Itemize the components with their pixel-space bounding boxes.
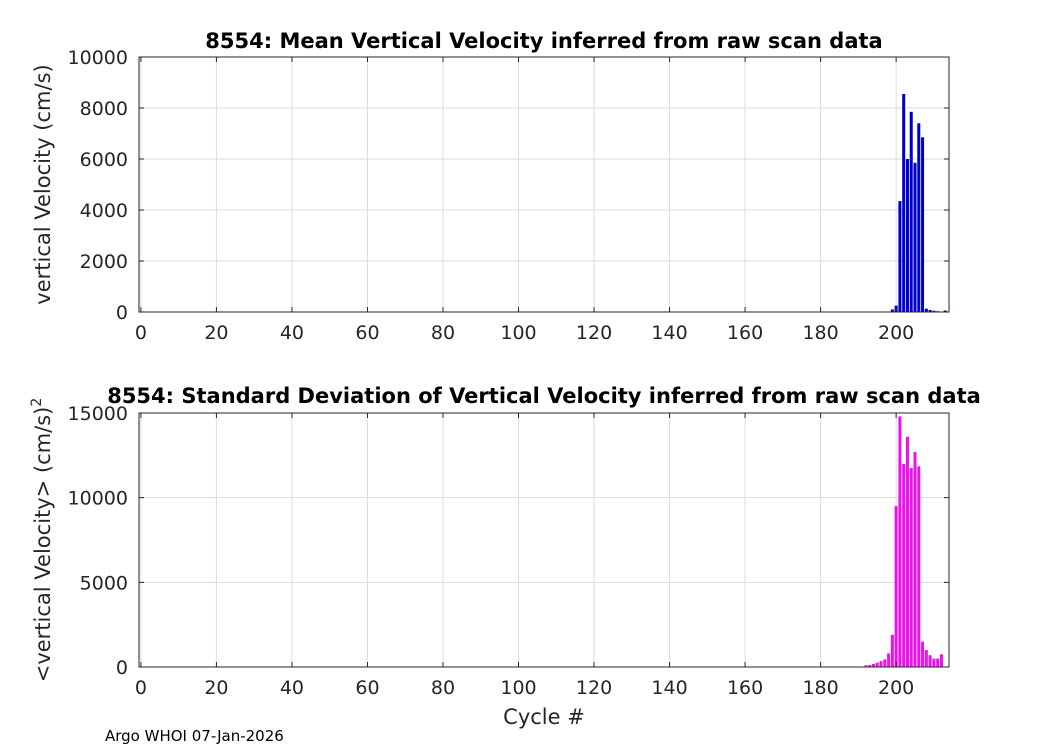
bottom-bar <box>887 653 891 667</box>
top-y-tick-label: 10000 <box>68 47 128 69</box>
bottom-x-tick-label: 0 <box>135 677 147 699</box>
top-x-tick-label: 80 <box>431 322 455 344</box>
top-bar <box>909 111 913 312</box>
top-chart-title: 8554: Mean Vertical Velocity inferred fr… <box>205 29 882 53</box>
bottom-bar <box>939 654 943 667</box>
top-x-tick-label: 200 <box>878 322 914 344</box>
top-x-tick-label: 140 <box>651 322 687 344</box>
bottom-y-axis-label: <vertical Velocity> (cm/s)2 <box>29 398 55 683</box>
top-bar <box>905 159 909 312</box>
bottom-bar <box>871 663 875 667</box>
bottom-bar <box>921 641 925 667</box>
bottom-axes-frame <box>138 412 950 668</box>
bottom-bar <box>932 658 936 667</box>
top-bar <box>928 309 932 312</box>
top-x-tick-label: 0 <box>135 322 147 344</box>
top-bar <box>924 308 928 312</box>
top-bar <box>917 123 921 312</box>
bottom-x-tick-label: 120 <box>576 677 612 699</box>
bottom-y-tick-label: 0 <box>116 657 128 679</box>
footer-label: Argo WHOI 07-Jan-2026 <box>105 727 284 745</box>
top-axes-frame <box>138 56 950 313</box>
bottom-x-tick-label: 180 <box>802 677 838 699</box>
mean-velocity-chart: 0 20 40 60 80 100 120 140 160 180 2000200040006000… <box>31 29 950 344</box>
bottom-x-tick-label: 140 <box>651 677 687 699</box>
top-x-tick-label: 100 <box>500 322 536 344</box>
top-bar <box>902 93 906 312</box>
bottom-y-tick-label: 10000 <box>68 488 128 510</box>
bottom-x-tick-label: 40 <box>280 677 304 699</box>
top-bar <box>921 137 925 312</box>
top-bar <box>890 309 894 312</box>
bottom-bar <box>883 659 887 667</box>
top-x-tick-label: 60 <box>355 322 379 344</box>
top-x-tick-label: 40 <box>280 322 304 344</box>
bottom-bar <box>924 650 928 667</box>
top-bar <box>932 310 936 312</box>
top-y-tick-label: 4000 <box>80 200 128 222</box>
bottom-x-tick-label: 200 <box>878 677 914 699</box>
bottom-y-tick-label: 5000 <box>80 572 128 594</box>
bottom-bar <box>879 661 883 667</box>
top-bar <box>898 201 902 312</box>
bottom-bar <box>913 451 917 667</box>
top-bar <box>943 310 947 312</box>
bottom-bar <box>902 463 906 667</box>
bottom-bar <box>936 658 940 667</box>
top-x-tick-label: 120 <box>576 322 612 344</box>
top-x-tick-label: 180 <box>802 322 838 344</box>
bottom-bar <box>928 655 932 667</box>
top-y-tick-label: 8000 <box>80 98 128 120</box>
bottom-x-tick-label: 80 <box>431 677 455 699</box>
bottom-bar <box>898 416 902 667</box>
bottom-bar <box>868 664 872 667</box>
top-y-tick-label: 0 <box>116 302 128 324</box>
bottom-x-tick-label: 160 <box>727 677 763 699</box>
bottom-bar <box>917 466 921 667</box>
bottom-y-axis-label-superscript: 2 <box>29 398 45 407</box>
bottom-y-tick-label: 15000 <box>68 403 128 425</box>
bottom-x-tick-label: 60 <box>355 677 379 699</box>
top-bar <box>913 162 917 312</box>
top-x-tick-label: 160 <box>727 322 763 344</box>
bottom-bar <box>905 436 909 667</box>
bottom-bar <box>875 662 879 667</box>
bottom-bar <box>894 506 898 667</box>
top-y-axis-label: vertical Velocity (cm/s) <box>31 64 55 304</box>
top-y-tick-label: 2000 <box>80 251 128 273</box>
top-x-tick-label: 20 <box>204 322 228 344</box>
top-y-tick-label: 6000 <box>80 149 128 171</box>
bottom-bar <box>909 468 913 667</box>
stddev-velocity-chart: 0 20 40 60 80 100 120 140 160 180 200 0 5000 10000 150… <box>29 384 981 729</box>
bottom-bar <box>864 665 868 667</box>
bottom-bar <box>890 634 894 667</box>
bottom-x-tick-label: 20 <box>204 677 228 699</box>
bottom-chart-title: 8554: Standard Deviation of Vertical Vel… <box>107 384 981 408</box>
bottom-x-axis-label: Cycle # <box>503 705 585 729</box>
bottom-x-tick-label: 100 <box>500 677 536 699</box>
